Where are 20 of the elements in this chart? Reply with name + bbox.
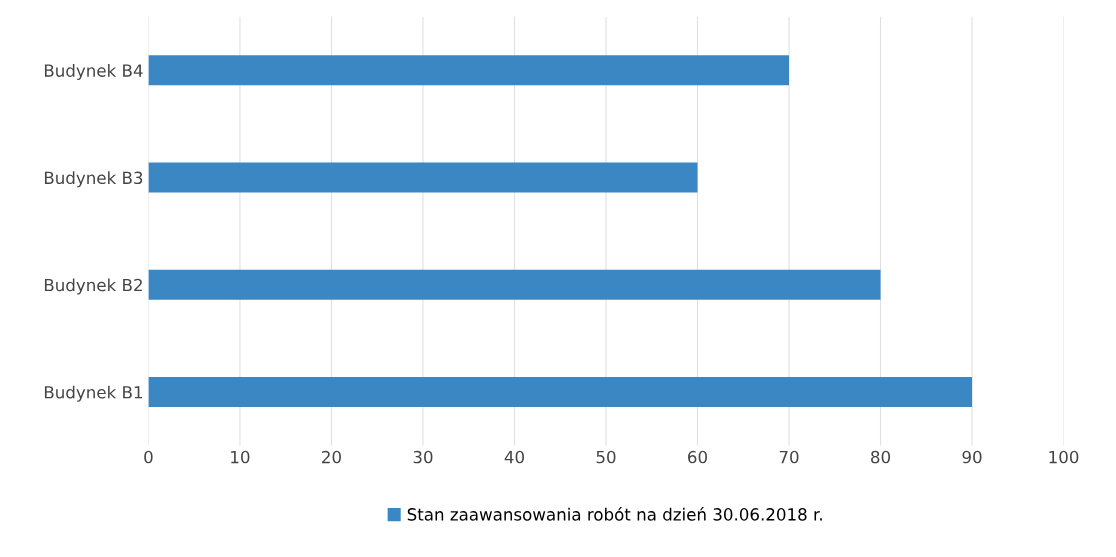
legend-label: Stan zaawansowania robót na dzień 30.06.2018 r. [407,507,822,521]
y-tick-label: Budynek B1 [44,385,143,402]
bar [148,376,973,407]
y-tick-label: Budynek B2 [44,278,142,295]
y-tick-label: Budynek B4 [44,63,143,81]
x-tick-label: 20 [322,450,341,464]
x-tick-label: 40 [504,450,524,464]
x-tick-label: 100 [1049,450,1079,464]
x-tick-label: 0 [144,450,153,464]
bar [148,55,790,86]
x-tick-label: 50 [596,450,616,464]
bar [148,269,881,300]
y-tick-label: Budynek B3 [44,171,143,188]
x-tick-label: 80 [871,450,891,464]
x-tick-label: 70 [779,450,799,464]
x-tick-label: 10 [231,450,250,464]
x-tick-label: 30 [413,450,433,464]
bar [148,162,698,193]
x-tick-label: 60 [688,450,707,464]
x-tick-label: 90 [962,450,982,464]
